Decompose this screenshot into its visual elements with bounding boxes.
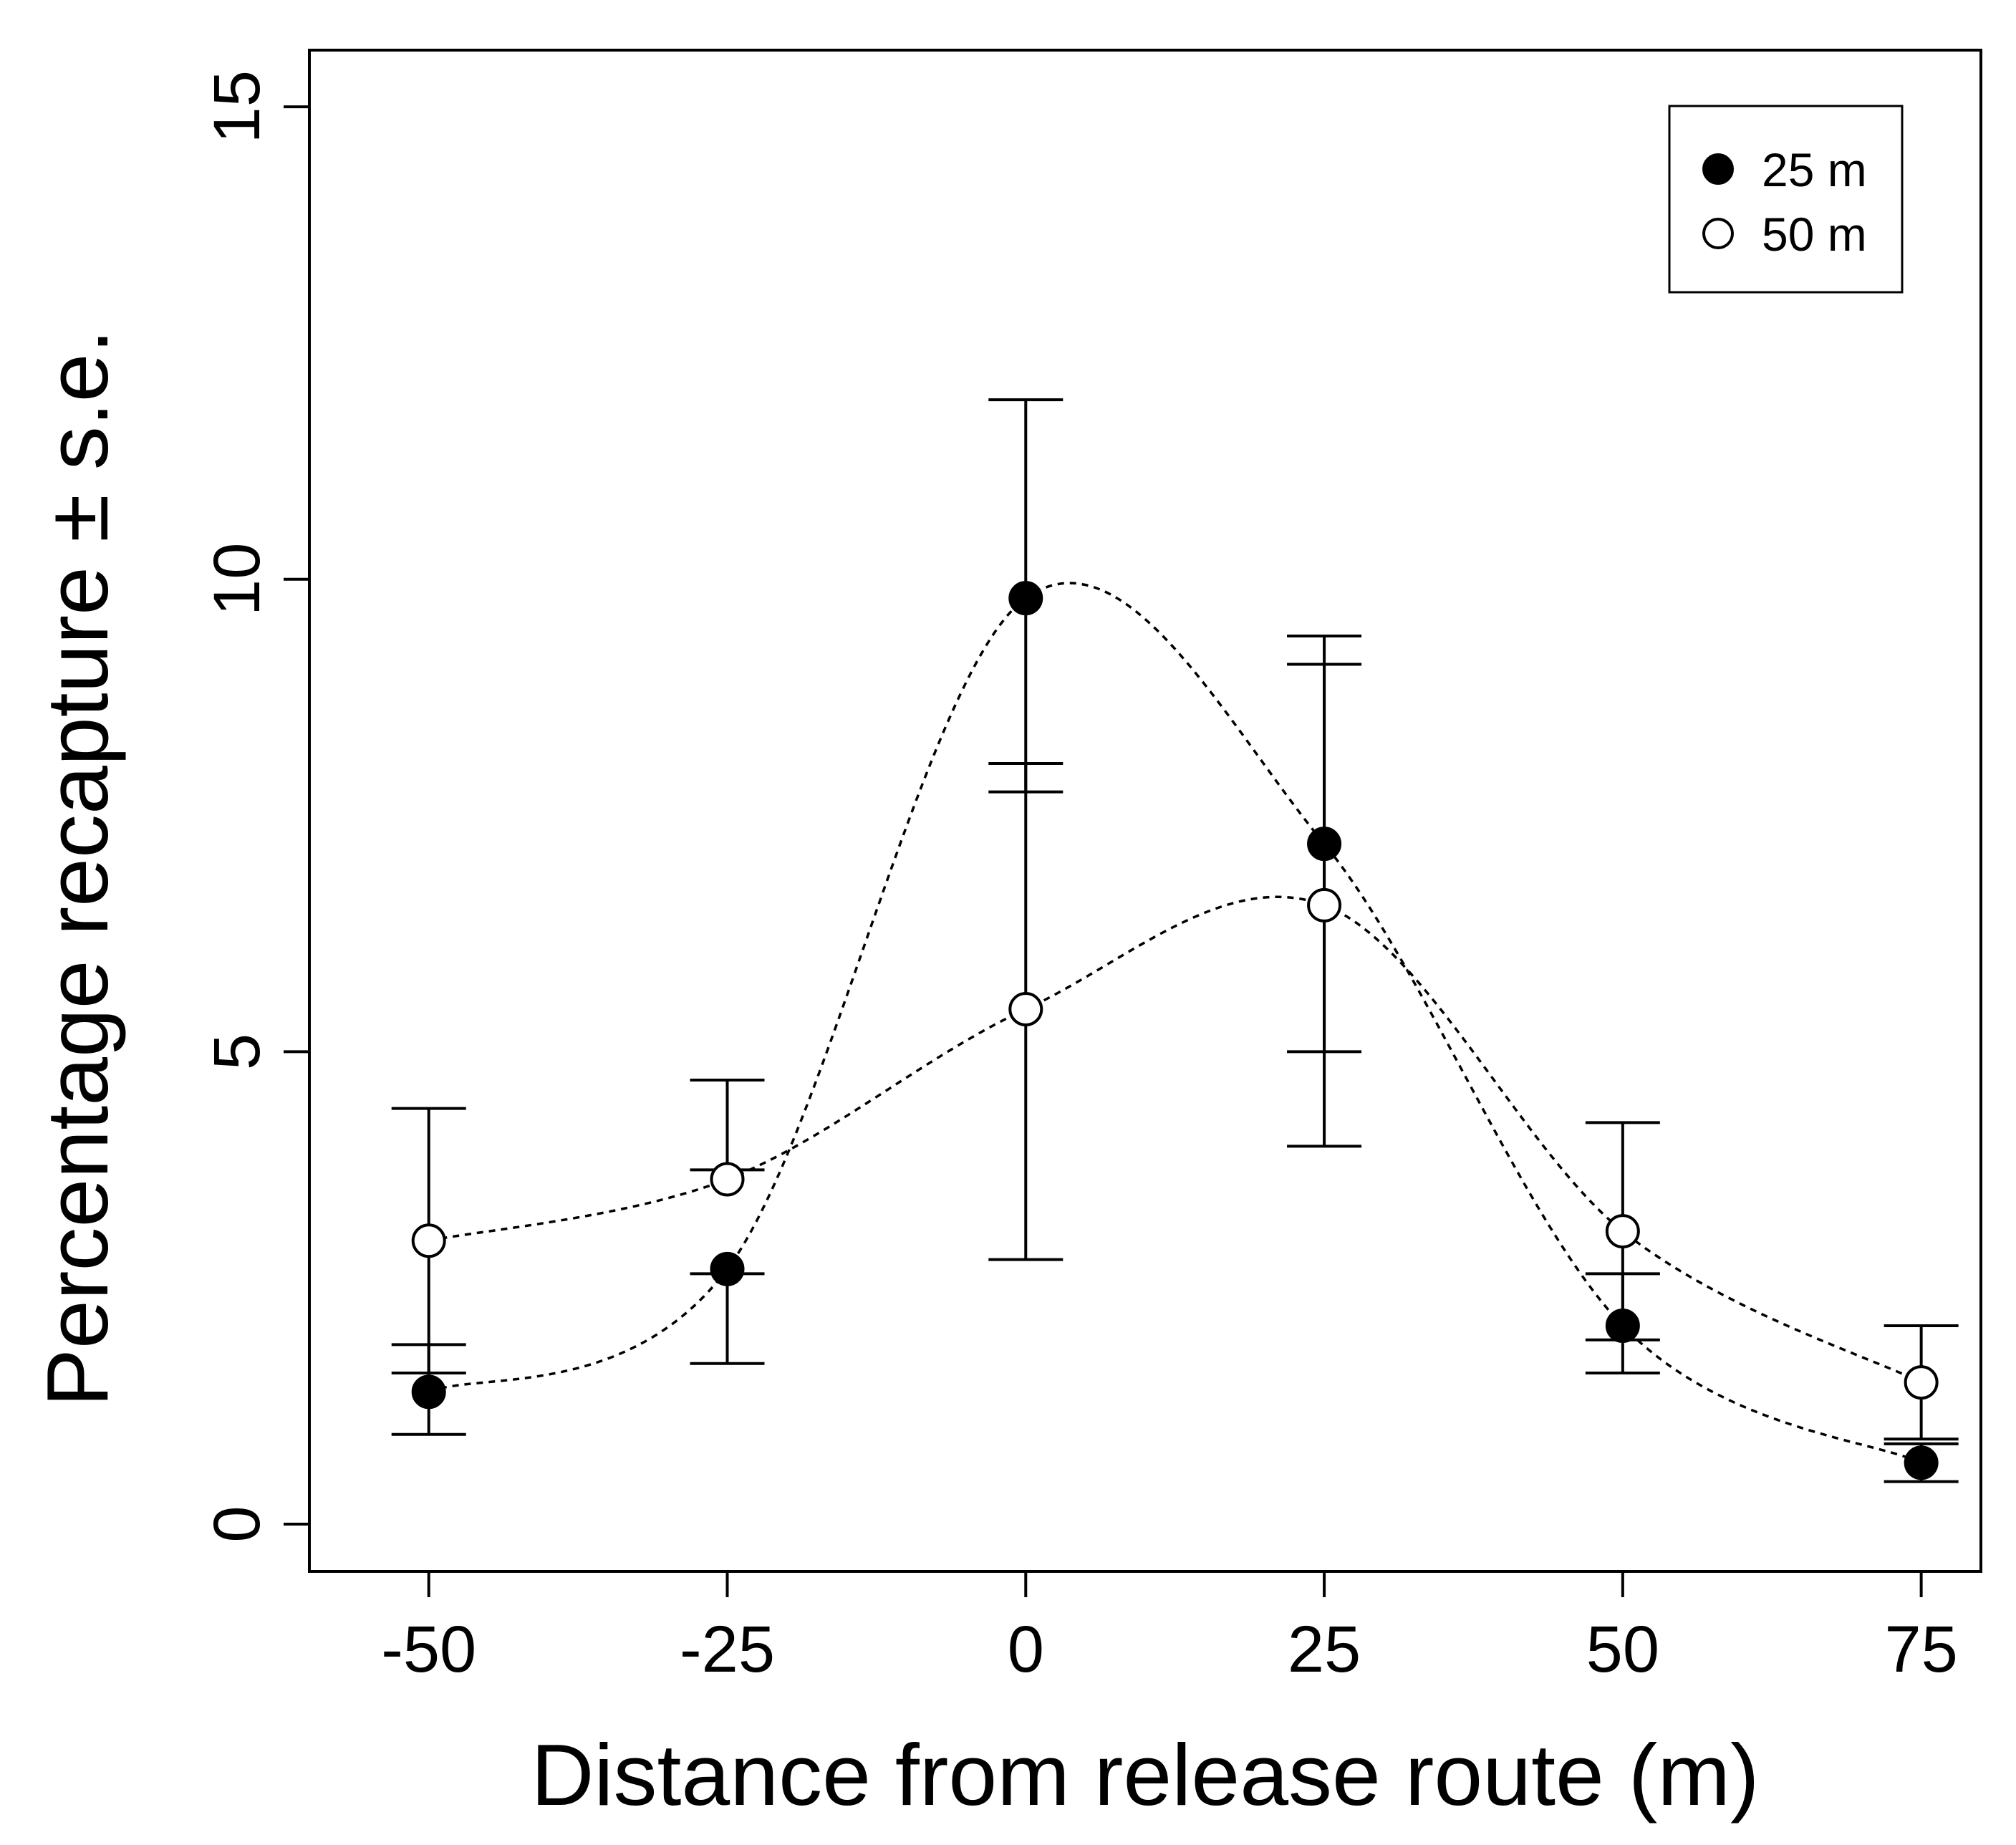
error-bar bbox=[988, 398, 1064, 1261]
data-point-25m bbox=[1605, 1308, 1640, 1343]
legend: 25 m 50 m bbox=[1668, 105, 1904, 294]
x-tick-label: 25 bbox=[1288, 1613, 1361, 1686]
x-tick-label: -25 bbox=[680, 1613, 775, 1686]
plot-frame bbox=[308, 49, 1982, 1573]
data-point-50m bbox=[710, 1162, 745, 1197]
data-points bbox=[411, 581, 1939, 1480]
data-point-25m bbox=[710, 1251, 745, 1286]
y-tick-label: 15 bbox=[201, 70, 274, 143]
data-point-25m bbox=[411, 1374, 446, 1410]
data-point-25m bbox=[1307, 827, 1342, 862]
x-tick-label: 0 bbox=[1008, 1613, 1044, 1686]
legend-marker-50m bbox=[1702, 218, 1734, 249]
data-point-25m bbox=[1008, 581, 1043, 616]
error-bar bbox=[988, 762, 1064, 794]
data-point-25m bbox=[1904, 1445, 1939, 1480]
data-point-50m bbox=[1605, 1214, 1640, 1249]
x-axis-title: Distance from release route (m) bbox=[531, 1726, 1759, 1824]
y-axis: 0 5 10 15 bbox=[201, 70, 309, 1543]
data-point-50m bbox=[1008, 992, 1043, 1027]
y-tick-label: 0 bbox=[201, 1506, 274, 1542]
x-axis: -50 -25 0 25 50 75 bbox=[381, 1571, 1958, 1686]
data-point-50m bbox=[411, 1223, 446, 1258]
legend-label-25m: 25 m bbox=[1762, 143, 1867, 196]
x-tick-label: -50 bbox=[381, 1613, 476, 1686]
legend-box bbox=[1668, 105, 1904, 294]
x-tick-label: 75 bbox=[1884, 1613, 1957, 1686]
y-axis-title: Percentage recapture ± s.e. bbox=[29, 329, 126, 1407]
y-tick-label: 10 bbox=[201, 543, 274, 616]
y-tick-label: 5 bbox=[201, 1034, 274, 1070]
legend-label-50m: 50 m bbox=[1762, 208, 1867, 261]
data-point-50m bbox=[1904, 1365, 1939, 1400]
data-point-50m bbox=[1307, 887, 1342, 922]
x-tick-label: 50 bbox=[1586, 1613, 1659, 1686]
legend-marker-25m bbox=[1702, 153, 1734, 185]
